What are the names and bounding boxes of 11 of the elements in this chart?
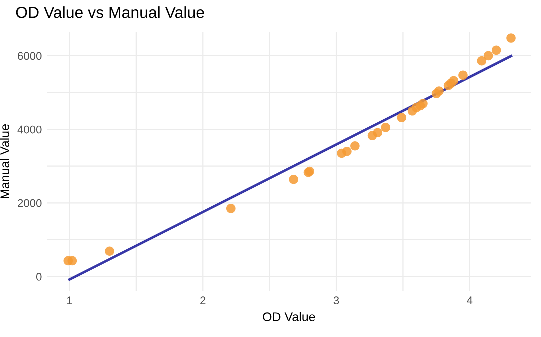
y-tick-label: 2000 bbox=[18, 199, 42, 208]
x-axis-title: OD Value bbox=[263, 312, 316, 322]
chart-title: OD Value vs Manual Value bbox=[16, 6, 204, 18]
y-tick-label: 6000 bbox=[18, 52, 42, 60]
y-tick-label: 4000 bbox=[18, 126, 42, 134]
x-tick-label: 1 bbox=[68, 296, 72, 304]
y-tick-label: 0 bbox=[36, 273, 42, 281]
x-tick-label: 2 bbox=[200, 296, 206, 304]
x-tick-label: 3 bbox=[334, 296, 340, 305]
x-tick-label: 4 bbox=[467, 296, 473, 304]
y-axis-title: Manual Value bbox=[0, 124, 10, 198]
